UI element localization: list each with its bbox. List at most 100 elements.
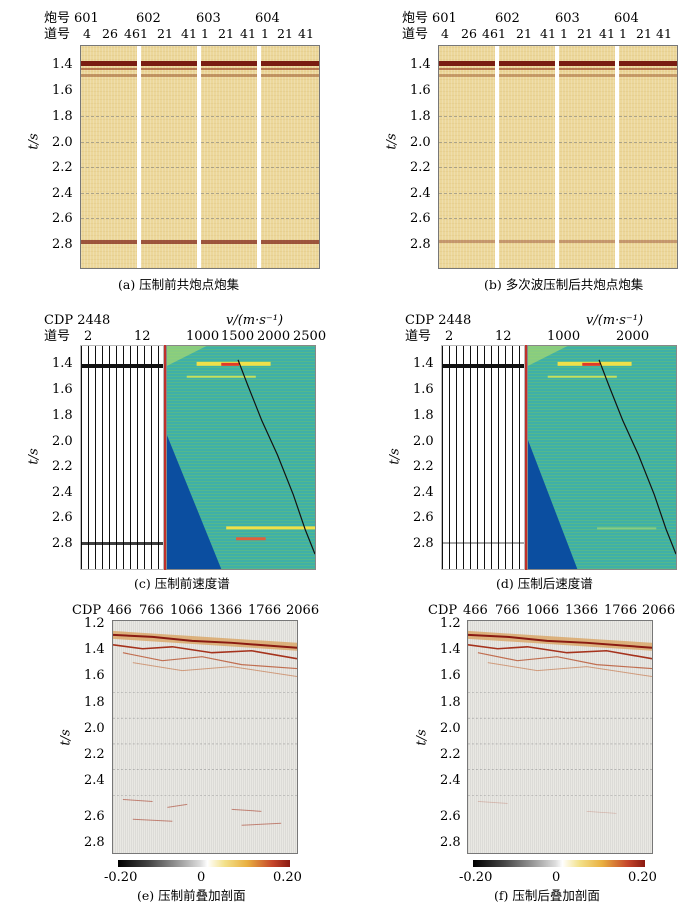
cdp-tick: 1766 [248, 603, 282, 618]
stack-reflectors [468, 630, 652, 814]
cdp-label: CDP [72, 603, 102, 618]
trace-number: 21 [218, 26, 234, 41]
velocity-tick: 2000 [257, 329, 291, 344]
cdp-tick: 766 [495, 603, 520, 618]
cdp-tick: 2066 [642, 603, 676, 618]
time-tick: 2.0 [84, 721, 105, 736]
velocity-tick: 1000 [186, 329, 220, 344]
time-tick: 2.0 [52, 135, 73, 150]
trace-number: 41 [599, 26, 615, 41]
spectrum-overlay [167, 346, 315, 569]
trace-label: 道号 [44, 329, 71, 344]
cdp-tick: 1366 [209, 603, 243, 618]
time-tick: 2.6 [410, 211, 431, 226]
colorbar-mid: 0 [552, 870, 561, 885]
time-tick: 1.2 [84, 616, 105, 631]
colorbar-min: -0.20 [459, 870, 493, 885]
trace-number: 26 [102, 26, 118, 41]
time-tick: 1.6 [440, 668, 461, 683]
time-tick: 2.0 [440, 721, 461, 736]
stack-section-after [467, 620, 653, 854]
time-tick: 1.6 [52, 382, 73, 397]
time-tick: 2.2 [52, 459, 73, 474]
time-tick: 1.6 [410, 83, 431, 98]
time-tick: 2.0 [410, 135, 431, 150]
trace-number: 41 [298, 26, 314, 41]
time-tick: 1.4 [52, 57, 73, 72]
trace-number: 1 [498, 26, 506, 41]
velocity-axis-label: v/(m·s⁻¹) [226, 313, 284, 328]
time-tick: 1.8 [52, 109, 73, 124]
time-tick: 2.6 [84, 809, 105, 824]
time-tick: 1.8 [52, 408, 73, 423]
caption-a: (a) 压制前共炮点炮集 [118, 277, 240, 292]
time-tick: 2.8 [410, 237, 431, 252]
colorbar [118, 860, 290, 867]
cdp-tick: 1066 [526, 603, 560, 618]
trace-number: 1 [560, 26, 568, 41]
time-tick: 2.8 [52, 536, 73, 551]
reflector-band [442, 542, 524, 544]
cdp-tick: 1366 [565, 603, 599, 618]
wiggle-traces [442, 346, 524, 569]
cmp-gather-after [441, 345, 525, 570]
colorbar-mid: 0 [197, 870, 206, 885]
trace-number: 21 [636, 26, 652, 41]
time-tick: 1.4 [84, 642, 105, 657]
trace-number: 21 [577, 26, 593, 41]
wiggle-traces [81, 346, 163, 569]
caption-d: (d) 压制后速度谱 [496, 576, 593, 591]
shot-number: 601 [432, 11, 457, 26]
time-tick: 2.4 [84, 773, 105, 788]
trace-tick: 2 [445, 329, 454, 344]
cdp-tick: 466 [107, 603, 132, 618]
time-tick: 1.8 [84, 695, 105, 710]
shot-separator [257, 46, 261, 268]
time-tick: 2.2 [413, 459, 434, 474]
time-tick: 2.6 [52, 211, 73, 226]
trace-label: 道号 [405, 329, 432, 344]
caption-e: (e) 压制前叠加剖面 [137, 888, 246, 903]
shot-number: 602 [495, 11, 520, 26]
time-tick: 2.8 [440, 835, 461, 850]
time-tick: 1.4 [413, 356, 434, 371]
time-tick: 2.6 [413, 510, 434, 525]
trace-number: 1 [140, 26, 148, 41]
time-tick: 2.6 [440, 809, 461, 824]
trace-label: 道号 [44, 27, 71, 42]
time-tick: 2.4 [440, 773, 461, 788]
trace-number: 4 [83, 26, 91, 41]
trace-number: 1 [201, 26, 209, 41]
time-tick: 1.8 [413, 408, 434, 423]
time-tick: 1.4 [440, 642, 461, 657]
time-tick: 2.6 [52, 510, 73, 525]
time-tick: 1.8 [410, 109, 431, 124]
trace-number: 26 [461, 26, 477, 41]
trace-number: 46 [482, 26, 498, 41]
shot-separator [555, 46, 559, 268]
velocity-spectrum-after [527, 345, 677, 570]
shot-gather-before [80, 45, 320, 269]
trace-tick: 12 [495, 329, 512, 344]
velocity-tick: 2500 [293, 329, 327, 344]
cdp-tick: 466 [463, 603, 488, 618]
time-axis-label: t/s [26, 448, 42, 465]
time-axis-label: t/s [58, 729, 74, 746]
time-tick: 2.2 [440, 747, 461, 762]
cdp-label: CDP 2448 [44, 313, 111, 328]
trace-tick: 2 [84, 329, 93, 344]
caption-b: (b) 多次波压制后共炮点炮集 [484, 277, 644, 292]
cmp-gather-before [80, 345, 164, 570]
time-tick: 2.4 [52, 186, 73, 201]
stack-section-before [112, 620, 298, 854]
time-tick: 1.4 [410, 57, 431, 72]
shot-number: 604 [614, 11, 639, 26]
time-tick: 2.8 [413, 536, 434, 551]
trace-number: 46 [124, 26, 140, 41]
time-tick: 1.6 [52, 83, 73, 98]
shot-separator [137, 46, 141, 268]
time-axis-label: t/s [414, 729, 430, 746]
velocity-spectrum-before [166, 345, 316, 570]
velocity-tick: 1000 [547, 329, 581, 344]
trace-number: 1 [619, 26, 627, 41]
